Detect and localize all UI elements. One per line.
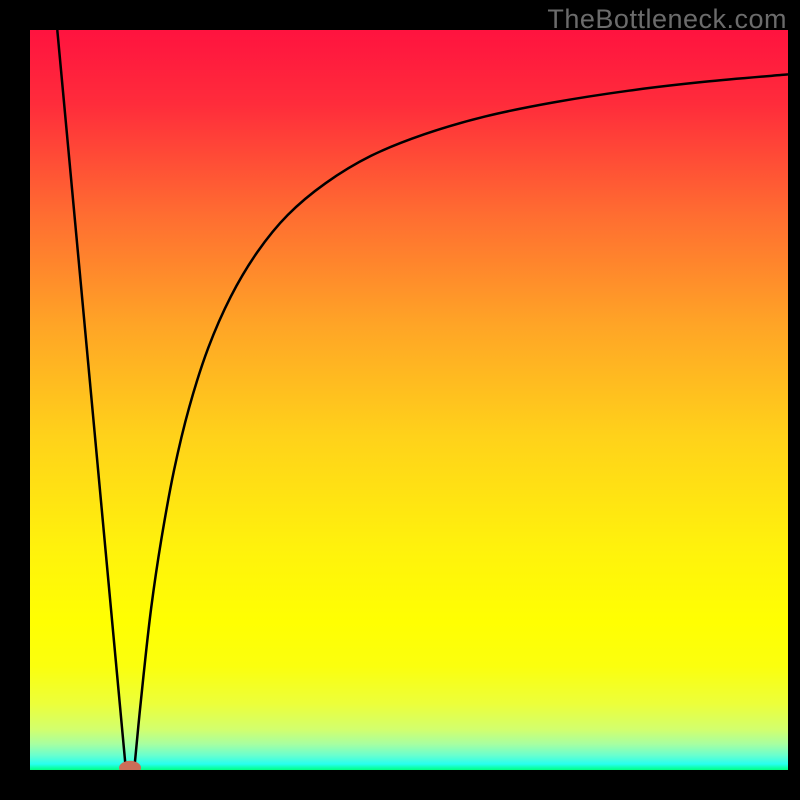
chart-plot-area <box>30 30 788 770</box>
